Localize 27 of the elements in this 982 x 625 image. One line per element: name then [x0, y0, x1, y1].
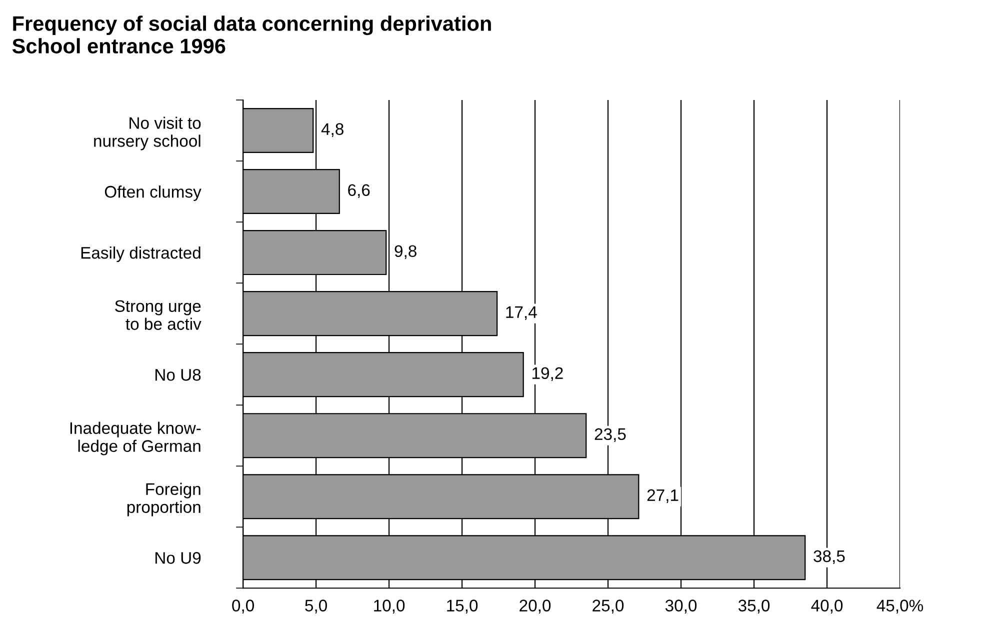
x-tick-label: 40,0 — [811, 600, 843, 614]
data-label: 9,8 — [394, 245, 416, 259]
y-tick-label: Easily distracted — [81, 246, 200, 262]
y-tick-label: Inadequate know- ledge of German — [70, 422, 201, 456]
x-tick-label: 25,0 — [592, 600, 624, 614]
y-tick-label: Strong urge to be activ — [115, 300, 202, 330]
chart-title: Frequency of social data concerning deprivation School entrance 1996 — [12, 16, 491, 54]
data-label: 23,5 — [594, 428, 626, 442]
data-label: 17,4 — [506, 306, 537, 320]
y-tick-label: Foreign proportion — [127, 482, 200, 516]
data-label: 27,1 — [647, 489, 678, 504]
x-tick-label: 20,0 — [520, 600, 551, 614]
x-tick-label: 15,0 — [447, 600, 478, 614]
x-tick-label: 10,0 — [374, 600, 405, 614]
data-label: 6,6 — [348, 184, 370, 198]
y-tick-label: No U9 — [156, 552, 201, 564]
x-tick-label: 35,0 — [738, 600, 770, 614]
x-tick-label: 0,0 — [232, 600, 254, 614]
y-tick-label: No U8 — [156, 368, 201, 381]
x-tick-label: 5,0 — [305, 600, 327, 614]
data-label: 19,2 — [532, 367, 563, 382]
data-label: 38,5 — [814, 550, 845, 564]
x-tick-label: 45,0% — [876, 600, 924, 614]
x-tick-label: 30,0 — [665, 600, 697, 614]
y-tick-label: No visit to nursery school — [94, 116, 201, 150]
y-tick-label: Often clumsy — [104, 185, 202, 202]
data-label: 4,8 — [321, 123, 344, 137]
